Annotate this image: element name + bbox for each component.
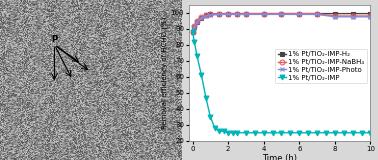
1% Pt/TiO₂-IMP-Photo <box>208 14 212 16</box>
1% Pt/TiO₂-IMP-H₂ <box>350 13 355 15</box>
1% Pt/TiO₂-IMP-H₂ <box>315 13 319 15</box>
1% Pt/TiO₂-IMP-H₂ <box>279 13 284 15</box>
1% Pt/TiO₂-IMP <box>230 132 235 134</box>
1% Pt/TiO₂-IMP-NaBH₄ <box>315 13 319 15</box>
1% Pt/TiO₂-IMP <box>253 132 257 134</box>
1% Pt/TiO₂-IMP <box>244 132 248 134</box>
1% Pt/TiO₂-IMP-H₂ <box>192 26 197 28</box>
1% Pt/TiO₂-IMP <box>288 132 293 134</box>
1% Pt/TiO₂-IMP-H₂ <box>368 13 373 15</box>
1% Pt/TiO₂-IMP-NaBH₄ <box>217 13 222 15</box>
1% Pt/TiO₂-IMP <box>217 130 222 132</box>
Line: 1% Pt/TiO₂-IMP-Photo: 1% Pt/TiO₂-IMP-Photo <box>190 12 373 34</box>
1% Pt/TiO₂-IMP <box>212 127 217 129</box>
1% Pt/TiO₂-IMP <box>270 132 275 134</box>
1% Pt/TiO₂-IMP <box>341 132 346 134</box>
1% Pt/TiO₂-IMP <box>192 41 197 43</box>
Legend: 1% Pt/TiO₂-IMP-H₂, 1% Pt/TiO₂-IMP-NaBH₄, 1% Pt/TiO₂-IMP-Photo, 1% Pt/TiO₂-IMP: 1% Pt/TiO₂-IMP-H₂, 1% Pt/TiO₂-IMP-NaBH₄,… <box>275 49 367 83</box>
1% Pt/TiO₂-IMP-H₂ <box>244 13 248 15</box>
1% Pt/TiO₂-IMP <box>262 132 266 134</box>
1% Pt/TiO₂-IMP-Photo <box>333 16 337 18</box>
1% Pt/TiO₂-IMP-H₂ <box>195 21 199 23</box>
1% Pt/TiO₂-IMP-NaBH₄ <box>208 13 212 15</box>
1% Pt/TiO₂-IMP <box>199 74 204 76</box>
1% Pt/TiO₂-IMP <box>359 132 364 134</box>
1% Pt/TiO₂-IMP <box>208 116 212 118</box>
1% Pt/TiO₂-IMP <box>333 132 337 134</box>
1% Pt/TiO₂-IMP-NaBH₄ <box>226 13 231 15</box>
1% Pt/TiO₂-IMP <box>195 55 199 57</box>
1% Pt/TiO₂-IMP-NaBH₄ <box>244 13 248 15</box>
1% Pt/TiO₂-IMP <box>279 132 284 134</box>
1% Pt/TiO₂-IMP-NaBH₄ <box>235 13 239 15</box>
1% Pt/TiO₂-IMP-Photo <box>204 15 208 17</box>
Text: P: P <box>51 35 57 44</box>
1% Pt/TiO₂-IMP-NaBH₄ <box>262 13 266 15</box>
1% Pt/TiO₂-IMP-NaBH₄ <box>192 25 197 27</box>
1% Pt/TiO₂-IMP-NaBH₄ <box>368 15 373 17</box>
1% Pt/TiO₂-IMP-NaBH₄ <box>333 15 337 17</box>
1% Pt/TiO₂-IMP-Photo <box>192 26 197 28</box>
1% Pt/TiO₂-IMP-H₂ <box>208 13 212 15</box>
X-axis label: Time (h): Time (h) <box>262 154 297 160</box>
1% Pt/TiO₂-IMP <box>350 132 355 134</box>
1% Pt/TiO₂-IMP <box>315 132 319 134</box>
1% Pt/TiO₂-IMP-Photo <box>262 13 266 15</box>
1% Pt/TiO₂-IMP-Photo <box>235 13 239 15</box>
1% Pt/TiO₂-IMP-NaBH₄ <box>195 20 199 22</box>
1% Pt/TiO₂-IMP <box>226 132 231 134</box>
1% Pt/TiO₂-IMP <box>368 132 373 134</box>
1% Pt/TiO₂-IMP-NaBH₄ <box>204 14 208 16</box>
1% Pt/TiO₂-IMP-H₂ <box>297 13 302 15</box>
1% Pt/TiO₂-IMP-H₂ <box>204 14 208 16</box>
1% Pt/TiO₂-IMP-Photo <box>297 13 302 15</box>
1% Pt/TiO₂-IMP-H₂ <box>262 13 266 15</box>
1% Pt/TiO₂-IMP-Photo <box>217 13 222 15</box>
1% Pt/TiO₂-IMP <box>235 132 239 134</box>
1% Pt/TiO₂-IMP-H₂ <box>199 17 204 19</box>
Line: 1% Pt/TiO₂-IMP-NaBH₄: 1% Pt/TiO₂-IMP-NaBH₄ <box>190 11 373 34</box>
1% Pt/TiO₂-IMP-NaBH₄ <box>190 31 195 33</box>
1% Pt/TiO₂-IMP-H₂ <box>217 13 222 15</box>
1% Pt/TiO₂-IMP-Photo <box>279 13 284 15</box>
Line: 1% Pt/TiO₂-IMP-H₂: 1% Pt/TiO₂-IMP-H₂ <box>190 11 373 34</box>
1% Pt/TiO₂-IMP-H₂ <box>235 13 239 15</box>
1% Pt/TiO₂-IMP-H₂ <box>333 13 337 15</box>
1% Pt/TiO₂-IMP-NaBH₄ <box>199 16 204 18</box>
1% Pt/TiO₂-IMP-Photo <box>368 16 373 18</box>
1% Pt/TiO₂-IMP-NaBH₄ <box>350 15 355 17</box>
1% Pt/TiO₂-IMP-Photo <box>350 16 355 18</box>
1% Pt/TiO₂-IMP-Photo <box>199 17 204 19</box>
1% Pt/TiO₂-IMP-Photo <box>226 13 231 15</box>
1% Pt/TiO₂-IMP-H₂ <box>226 13 231 15</box>
1% Pt/TiO₂-IMP-NaBH₄ <box>297 13 302 15</box>
1% Pt/TiO₂-IMP-Photo <box>244 13 248 15</box>
1% Pt/TiO₂-IMP <box>204 97 208 99</box>
1% Pt/TiO₂-IMP <box>190 31 195 33</box>
1% Pt/TiO₂-IMP <box>222 130 226 132</box>
1% Pt/TiO₂-IMP-NaBH₄ <box>279 13 284 15</box>
Line: 1% Pt/TiO₂-IMP: 1% Pt/TiO₂-IMP <box>190 30 373 135</box>
Y-axis label: Removal efficiency of HCHO (%): Removal efficiency of HCHO (%) <box>161 17 168 129</box>
1% Pt/TiO₂-IMP-H₂ <box>190 31 195 33</box>
1% Pt/TiO₂-IMP-Photo <box>190 31 195 33</box>
1% Pt/TiO₂-IMP-Photo <box>315 13 319 15</box>
1% Pt/TiO₂-IMP <box>324 132 328 134</box>
1% Pt/TiO₂-IMP <box>306 132 310 134</box>
1% Pt/TiO₂-IMP <box>297 132 302 134</box>
1% Pt/TiO₂-IMP-Photo <box>195 21 199 23</box>
